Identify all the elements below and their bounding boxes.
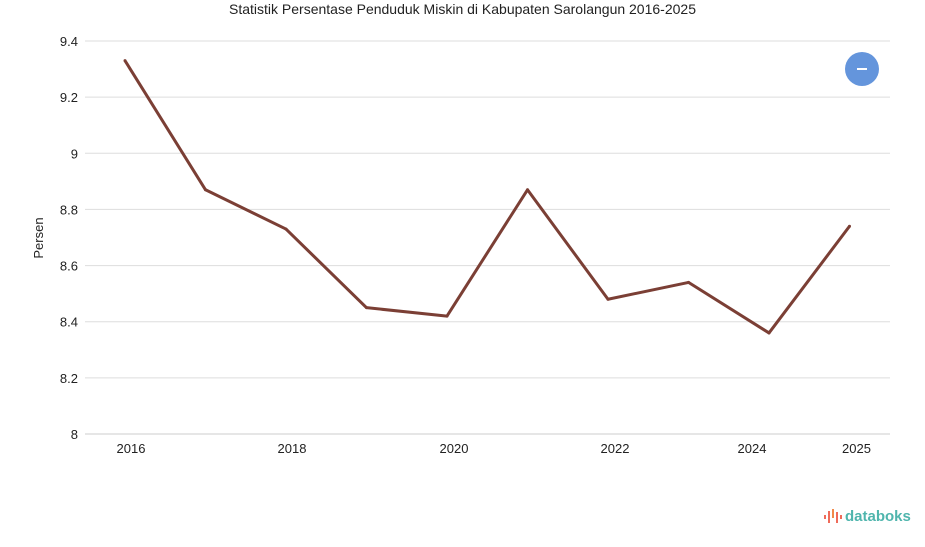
y-tick-label: 8.2 (60, 371, 78, 386)
y-tick-label: 8.6 (60, 259, 78, 274)
data-point (848, 224, 851, 228)
x-tick-label: 2018 (278, 441, 307, 456)
y-tick-label: 9 (71, 146, 78, 161)
data-point (204, 188, 207, 192)
x-tick-label: 2020 (440, 441, 469, 456)
data-point (445, 314, 449, 318)
x-tick-label: 2025 (842, 441, 871, 456)
data-point (365, 306, 368, 310)
chart-title: Statistik Persentase Penduduk Miskin di … (229, 1, 696, 17)
y-tick-label: 9.4 (60, 34, 78, 49)
data-point (284, 227, 288, 231)
y-tick-label: 8.8 (60, 202, 78, 217)
data-point (687, 280, 690, 284)
x-tick-label: 2022 (601, 441, 630, 456)
x-tick-label: 2024 (738, 441, 767, 456)
legend-toggle-button[interactable] (845, 52, 879, 86)
series-line (123, 59, 851, 335)
y-tick-label: 9.2 (60, 90, 78, 105)
x-tick-label: 2016 (117, 441, 146, 456)
y-axis-label: Persen (31, 217, 46, 258)
brand-name: databoks (845, 508, 911, 525)
data-point (123, 59, 127, 63)
data-point (606, 297, 610, 301)
data-point (526, 188, 529, 192)
minus-icon (857, 68, 867, 70)
databoks-logo: databoks (824, 508, 911, 525)
y-tick-label: 8 (71, 427, 78, 442)
y-tick-label: 8.4 (60, 315, 78, 330)
data-point (767, 331, 771, 335)
logo-bars-icon (824, 508, 842, 523)
